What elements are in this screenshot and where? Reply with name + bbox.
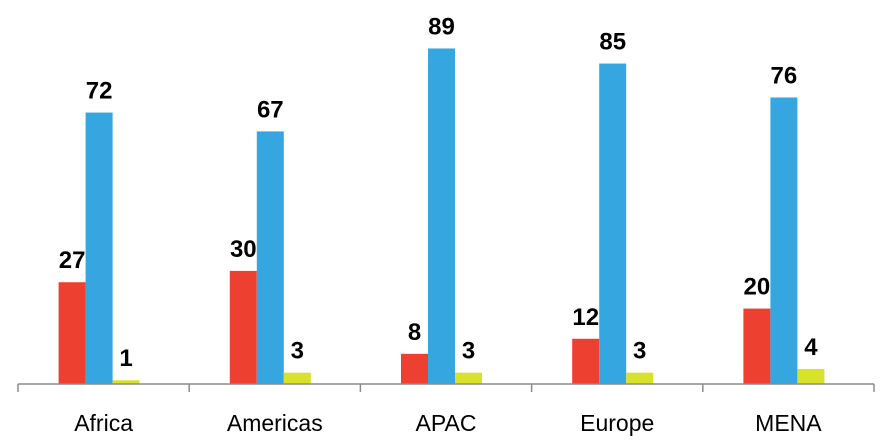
value-labels-layer: 27 72 1 30 67 3 8 89 3 12 85 3 20 76 4 — [59, 13, 818, 372]
bar-americas-series-1 — [229, 270, 257, 384]
value-label-americas-series-1: 30 — [230, 236, 257, 263]
value-label-africa-series-3: 1 — [119, 345, 132, 372]
bar-europe-series-2 — [599, 63, 627, 385]
bar-americas-series-3 — [283, 372, 311, 384]
category-label-apac: APAC — [416, 410, 477, 436]
value-label-mena-series-2: 76 — [771, 62, 798, 89]
value-label-apac-series-1: 8 — [408, 319, 421, 346]
bar-apac-series-3 — [455, 372, 482, 384]
value-label-apac-series-2: 89 — [428, 13, 455, 40]
value-label-apac-series-3: 3 — [462, 338, 475, 365]
value-label-americas-series-2: 67 — [257, 96, 284, 123]
bar-africa-series-3 — [112, 380, 140, 384]
category-label-europe: Europe — [580, 410, 654, 436]
bar-mena-series-2 — [770, 97, 798, 384]
x-axis-ticks — [17, 384, 875, 392]
category-label-africa: Africa — [74, 410, 133, 436]
value-label-europe-series-1: 12 — [572, 304, 599, 331]
bar-apac-series-1 — [401, 353, 428, 384]
bar-americas-series-2 — [256, 131, 284, 384]
bar-apac-series-2 — [428, 48, 455, 384]
value-label-europe-series-3: 3 — [633, 338, 646, 365]
bar-europe-series-3 — [626, 372, 654, 384]
value-label-africa-series-1: 27 — [59, 247, 86, 274]
value-label-americas-series-3: 3 — [291, 338, 304, 365]
value-label-mena-series-3: 4 — [804, 334, 818, 361]
bars-layer — [58, 48, 825, 385]
bar-africa-series-2 — [85, 112, 113, 384]
category-label-mena: MENA — [755, 410, 822, 436]
bar-europe-series-1 — [572, 338, 600, 384]
category-label-americas: Americas — [227, 410, 323, 436]
value-label-africa-series-2: 72 — [86, 78, 113, 105]
bar-africa-series-1 — [58, 282, 86, 384]
value-label-mena-series-1: 20 — [744, 274, 771, 301]
bar-mena-series-1 — [743, 308, 771, 384]
bar-mena-series-3 — [797, 368, 825, 384]
category-labels-layer: Africa Americas APAC Europe MENA — [74, 410, 822, 436]
value-label-europe-series-2: 85 — [599, 29, 626, 56]
